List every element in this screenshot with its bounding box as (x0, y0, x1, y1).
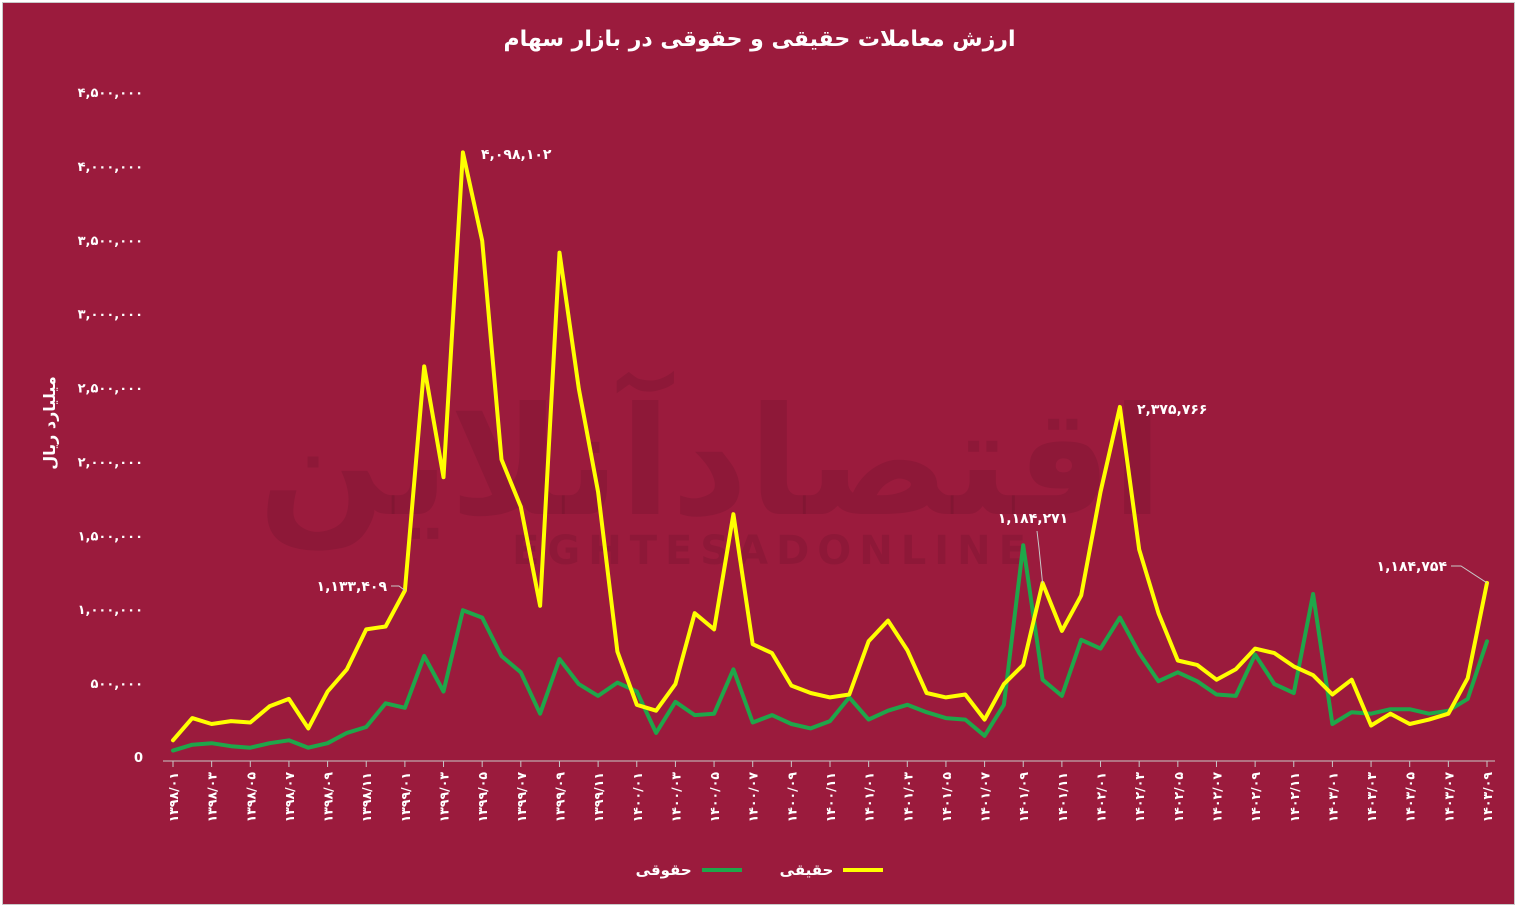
x-tick-label: ۱۳۹۹/۰۳ (437, 772, 452, 823)
data-label-leader (1036, 530, 1044, 584)
x-tick-label: ۱۴۰۲/۰۷ (1209, 772, 1224, 823)
x-tick-label: ۱۴۰۲/۰۵ (1171, 772, 1186, 823)
y-tick-label: 0 (134, 751, 143, 766)
y-tick-label: ۳,۰۰۰,۰۰۰ (78, 308, 143, 323)
y-tick-label: ۲,۰۰۰,۰۰۰ (78, 455, 143, 470)
x-tick-label: ۱۴۰۱/۰۹ (1016, 772, 1031, 823)
data-label: ۱,۱۸۴,۲۷۱ (998, 511, 1068, 527)
x-tick-label: ۱۳۹۸/۱۱ (359, 772, 374, 822)
x-tick-label: ۱۴۰۲/۰۳ (1132, 772, 1147, 823)
y-axis-label: میلیارد ریال (40, 376, 59, 470)
x-tick-label: ۱۴۰۲/۰۹ (1248, 772, 1263, 823)
x-tick-label: ۱۴۰۳/۰۱ (1325, 772, 1340, 822)
legend-swatch-haghighi (843, 868, 884, 872)
legend-item-hoghooghi: حقوقی (636, 861, 742, 879)
x-tick-label: ۱۴۰۳/۰۹ (1480, 772, 1495, 823)
y-tick-label: ۵۰۰,۰۰۰ (90, 677, 143, 692)
series-line-hoghooghi (171, 543, 1489, 753)
data-label: ۴,۰۹۸,۱۰۲ (481, 147, 552, 163)
x-tick-label: ۱۴۰۱/۰۱ (862, 772, 877, 822)
series-line-haghighi (171, 150, 1489, 743)
x-tick-label: ۱۳۹۹/۰۷ (514, 772, 529, 823)
x-tick-label: ۱۴۰۰/۰۹ (784, 772, 799, 823)
x-tick-label: ۱۴۰۰/۰۵ (707, 772, 722, 823)
x-tick-label: ۱۴۰۳/۰۵ (1403, 772, 1418, 823)
x-tick-label: ۱۳۹۸/۰۷ (282, 772, 297, 823)
x-tick-label: ۱۴۰۰/۰۳ (668, 772, 683, 823)
y-tick-label: ۱,۵۰۰,۰۰۰ (78, 529, 143, 544)
x-tick-label: ۱۴۰۳/۰۷ (1441, 772, 1456, 823)
y-tick-label: ۳,۵۰۰,۰۰۰ (78, 234, 143, 249)
data-label: ۱,۱۸۴,۷۵۴ (1377, 559, 1448, 575)
data-label-leader (391, 585, 406, 591)
x-tick-label: ۱۴۰۰/۰۷ (746, 772, 761, 823)
y-tick-label: ۲,۵۰۰,۰۰۰ (78, 382, 143, 397)
data-label: ۱,۱۳۳,۴۰۹ (317, 579, 388, 595)
watermark-logo-latin: EGHTESADONLINE (512, 528, 1034, 574)
y-tick-label: ۱,۰۰۰,۰۰۰ (78, 603, 143, 618)
y-tick-label: ۴,۰۰۰,۰۰۰ (78, 160, 143, 175)
x-tick-label: ۱۳۹۸/۰۵ (243, 772, 258, 823)
data-label-leader (1451, 565, 1488, 584)
x-tick-label: ۱۳۹۸/۰۳ (205, 772, 220, 823)
x-tick-label: ۱۳۹۹/۱۱ (591, 772, 606, 822)
x-tick-label: ۱۳۹۸/۰۹ (321, 772, 336, 823)
x-tick-label: ۱۳۹۹/۰۱ (398, 772, 413, 822)
x-tick-label: ۱۴۰۰/۱۱ (823, 772, 838, 822)
data-label: ۲,۳۷۵,۷۶۶ (1137, 402, 1207, 418)
x-tick-label: ۱۴۰۲/۰۱ (1094, 772, 1109, 822)
chart-title: ارزش معاملات حقیقی و حقوقی در بازار سهام (503, 27, 1016, 52)
x-tick-label: ۱۴۰۱/۰۳ (900, 772, 915, 823)
legend-swatch-hoghooghi (701, 868, 742, 872)
x-tick-label: ۱۴۰۰/۰۱ (630, 772, 645, 822)
x-tick-label: ۱۴۰۳/۰۳ (1364, 772, 1379, 823)
x-tick-label: ۱۳۹۹/۰۹ (552, 772, 567, 823)
chart-svg: 0 ۵۰۰,۰۰۰ ۱,۰۰۰,۰۰۰ ۱,۵۰۰,۰۰۰ ۲,۰۰۰,۰۰۰ ۲,۵۰۰… (40, 86, 1495, 823)
watermark-logo: اقتصادآنلاین (258, 376, 1163, 550)
y-tick-label: ۴,۵۰۰,۰۰۰ (78, 86, 143, 101)
x-tick-label: ۱۴۰۱/۰۵ (939, 772, 954, 823)
legend-item-haghighi: حقیقی (780, 861, 884, 879)
x-tick-label: ۱۴۰۱/۰۷ (978, 772, 993, 823)
legend-label-haghighi: حقیقی (779, 861, 834, 879)
legend: حقیقی حقوقی (3, 861, 1514, 879)
x-tick-label: ۱۳۹۸/۰۱ (166, 772, 181, 822)
x-tick-label: ۱۴۰۲/۱۱ (1287, 772, 1302, 822)
x-tick-label: ۱۳۹۹/۰۵ (475, 772, 490, 823)
x-tick-label: ۱۴۰۱/۱۱ (1055, 772, 1070, 822)
legend-label-hoghooghi: حقوقی (635, 861, 692, 879)
